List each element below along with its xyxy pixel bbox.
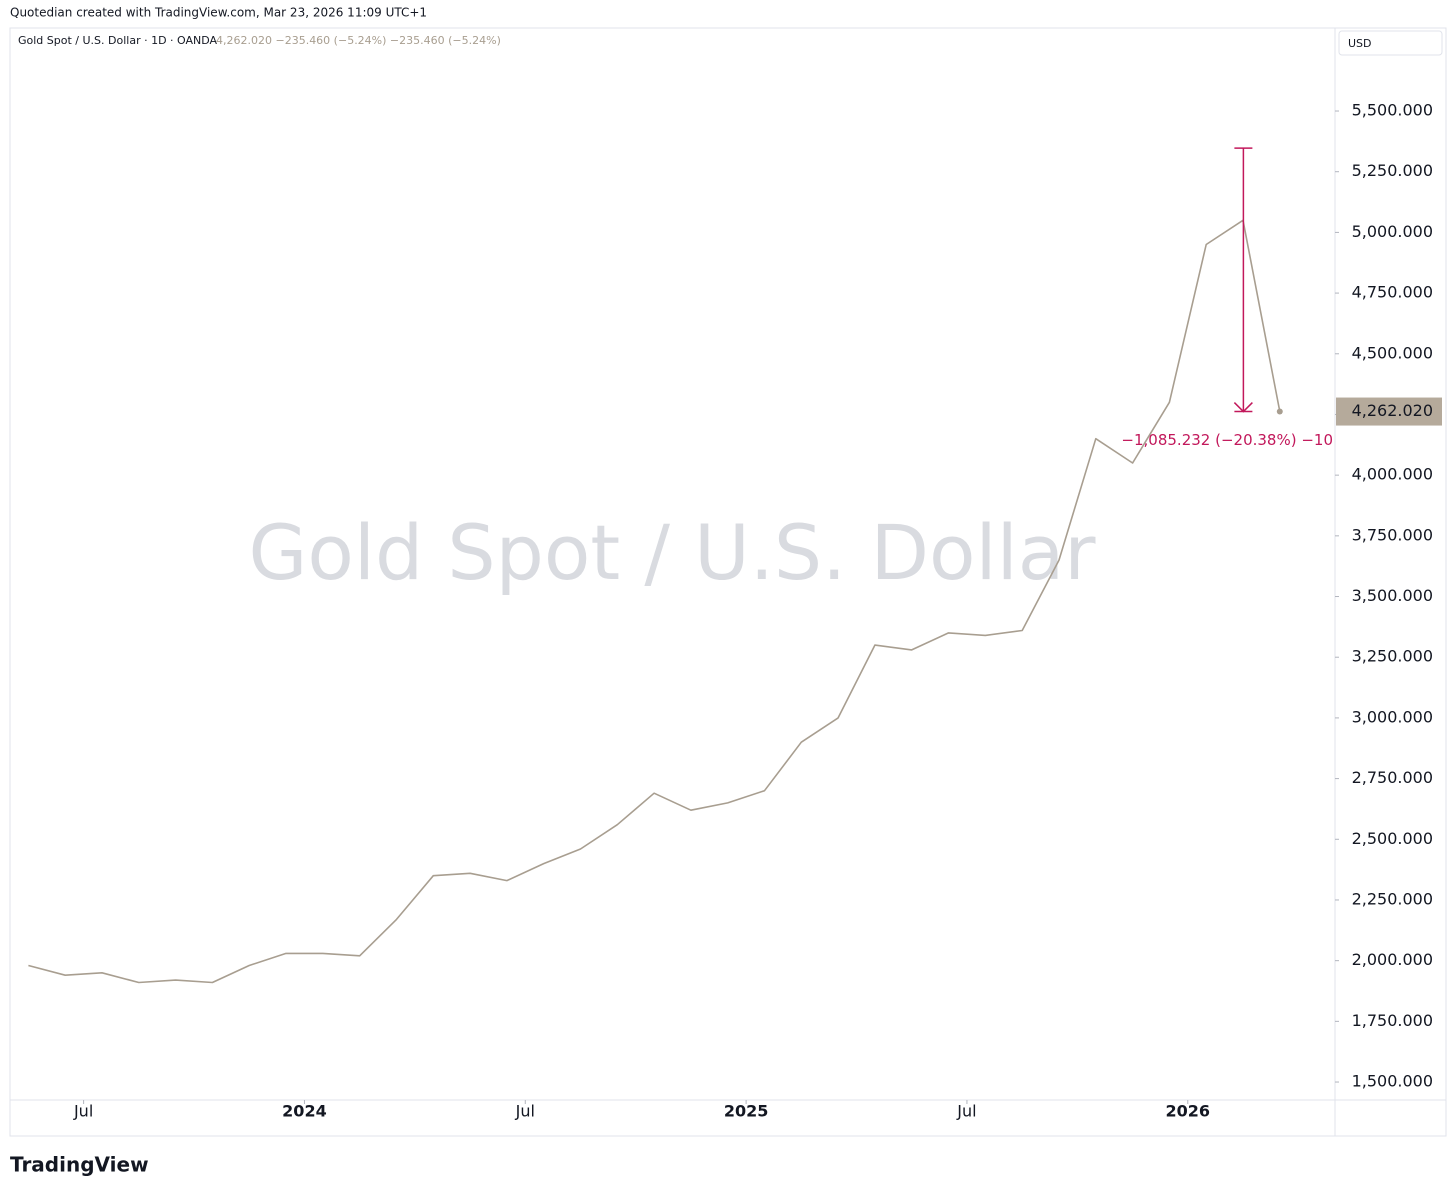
x-tick-label: Jul — [515, 1102, 535, 1121]
measure-label: −1,085.232 (−20.38%) −10 — [1121, 431, 1333, 449]
legend-values: 4,262.020 −235.460 (−5.24%) −235.460 (−5… — [216, 34, 501, 47]
x-tick-label: Jul — [956, 1102, 976, 1121]
y-tick-label: 5,250.000 — [1352, 161, 1433, 180]
y-tick-label: 2,500.000 — [1352, 829, 1433, 848]
x-tick-label: 2025 — [724, 1102, 769, 1121]
last-point — [1276, 408, 1283, 415]
y-tick-label: 5,000.000 — [1352, 222, 1433, 241]
watermark: Gold Spot / U.S. Dollar — [248, 508, 1096, 597]
y-tick-label: 2,250.000 — [1352, 889, 1433, 908]
y-tick-label: 2,750.000 — [1352, 768, 1433, 787]
y-tick-label: 1,750.000 — [1352, 1011, 1433, 1030]
price-label: 4,262.020 — [1352, 401, 1433, 420]
price-label-box — [1336, 397, 1442, 426]
y-tick-label: 3,750.000 — [1352, 525, 1433, 544]
y-tick-label: 3,500.000 — [1352, 586, 1433, 605]
y-tick-label: 1,500.000 — [1352, 1072, 1433, 1091]
header: Quotedian created with TradingView.com, … — [10, 6, 427, 20]
x-tick-label: 2026 — [1166, 1102, 1211, 1121]
footer-logo: TradingView — [10, 1153, 149, 1177]
x-tick-label: Jul — [73, 1102, 93, 1121]
chart-title: Gold Spot / U.S. Dollar · 1D · OANDA — [18, 34, 218, 47]
y-tick-label: 4,750.000 — [1352, 283, 1433, 302]
x-tick-label: 2024 — [282, 1102, 327, 1121]
currency: USD — [1348, 37, 1372, 50]
y-tick-label: 4,500.000 — [1352, 343, 1433, 362]
y-tick-label: 4,000.000 — [1352, 465, 1433, 484]
y-tick-label: 3,250.000 — [1352, 647, 1433, 666]
y-tick-label: 3,000.000 — [1352, 707, 1433, 726]
y-tick-label: 5,500.000 — [1352, 101, 1433, 120]
frame — [9, 27, 1447, 1137]
price-line — [28, 219, 1281, 984]
y-tick-label: 2,000.000 — [1352, 950, 1433, 969]
currency-box — [1338, 30, 1443, 56]
